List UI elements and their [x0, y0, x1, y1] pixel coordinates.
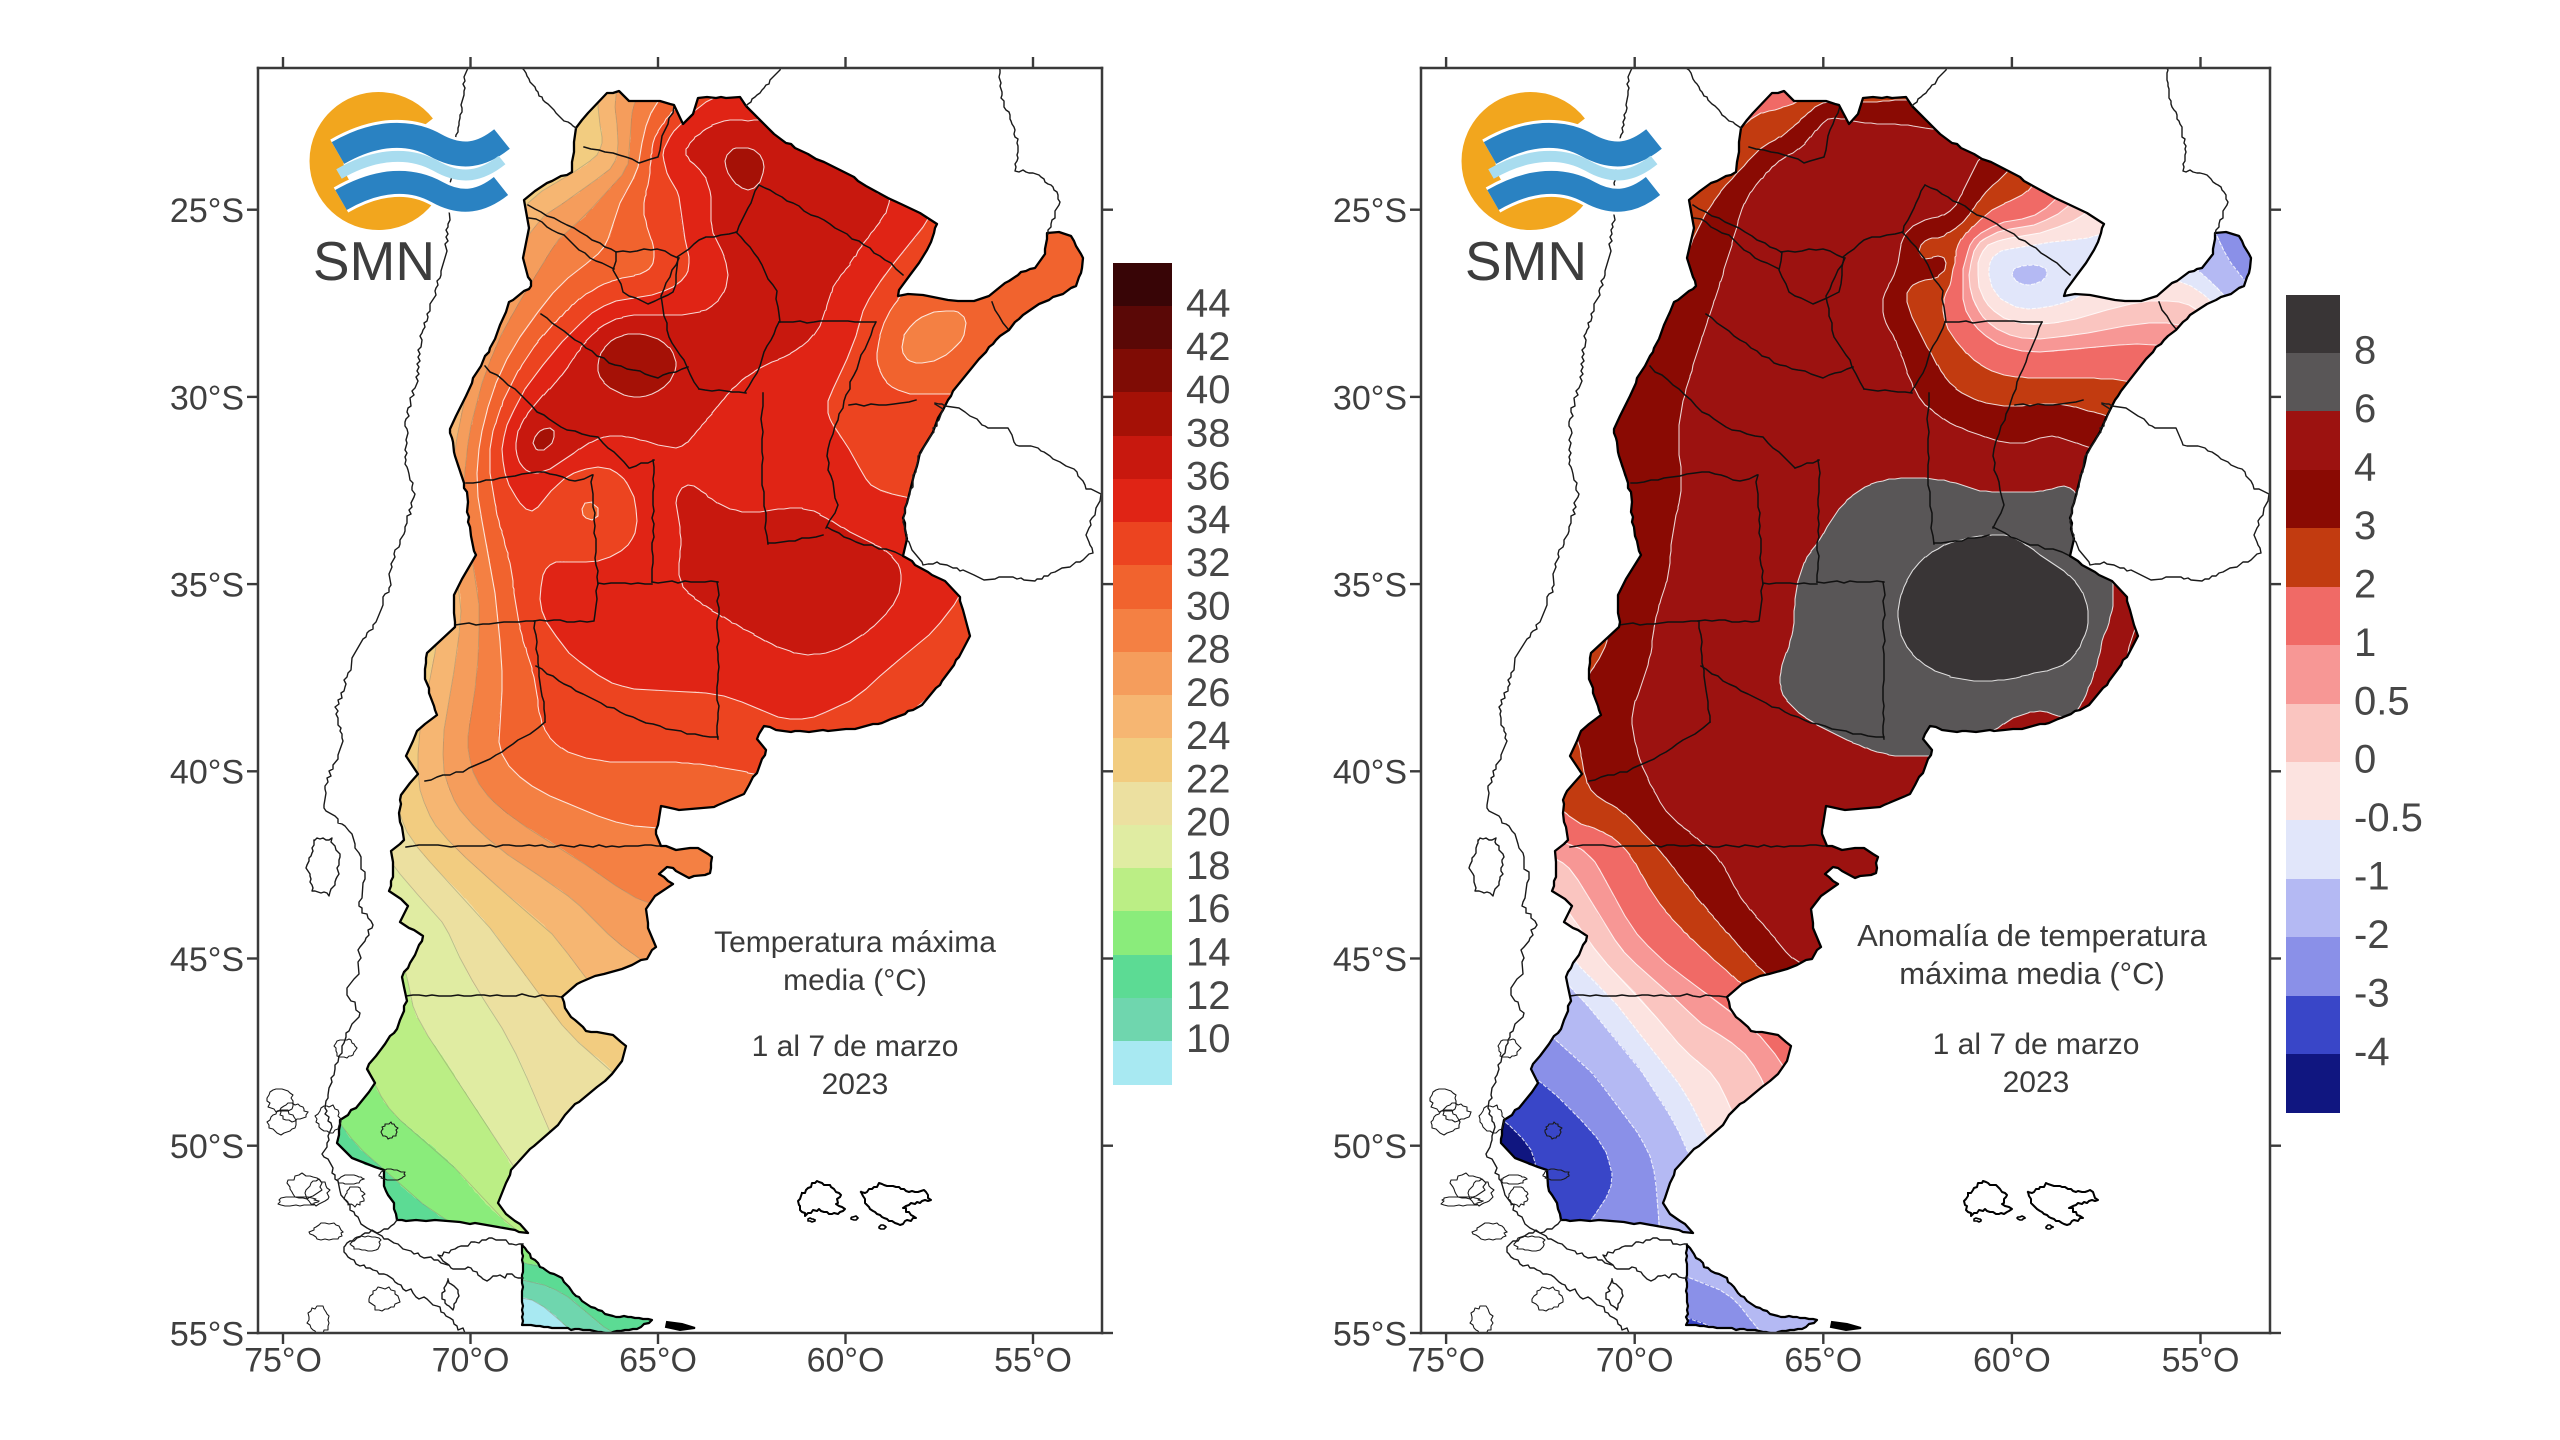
svg-text:-0.5: -0.5 — [2354, 796, 2423, 840]
svg-text:18: 18 — [1186, 844, 1231, 888]
svg-text:6: 6 — [2354, 387, 2376, 431]
svg-text:máxima media (°C): máxima media (°C) — [1899, 956, 2165, 991]
svg-text:24: 24 — [1186, 714, 1231, 758]
svg-text:38: 38 — [1186, 411, 1231, 455]
svg-text:20: 20 — [1186, 801, 1231, 845]
svg-text:55°S: 55°S — [1333, 1315, 1407, 1353]
svg-text:8: 8 — [2354, 329, 2376, 373]
svg-text:1 al 7 de marzo: 1 al 7 de marzo — [752, 1030, 959, 1063]
svg-text:16: 16 — [1186, 887, 1231, 931]
svg-text:35°S: 35°S — [1333, 567, 1407, 605]
svg-text:70°O: 70°O — [1596, 1342, 1674, 1380]
svg-text:70°O: 70°O — [432, 1342, 510, 1380]
svg-text:28: 28 — [1186, 628, 1231, 672]
svg-text:1 al 7 de marzo: 1 al 7 de marzo — [1933, 1028, 2140, 1061]
svg-text:14: 14 — [1186, 931, 1231, 975]
svg-text:1: 1 — [2354, 621, 2376, 665]
svg-text:60°O: 60°O — [1973, 1342, 2051, 1380]
svg-text:0.5: 0.5 — [2354, 679, 2410, 723]
svg-text:32: 32 — [1186, 541, 1231, 585]
svg-text:25°S: 25°S — [1333, 192, 1407, 230]
svg-text:34: 34 — [1186, 498, 1231, 542]
svg-text:30°S: 30°S — [1333, 379, 1407, 417]
svg-text:35°S: 35°S — [170, 567, 244, 605]
svg-text:-1: -1 — [2354, 855, 2390, 899]
svg-text:45°S: 45°S — [170, 941, 244, 979]
svg-text:50°S: 50°S — [1333, 1128, 1407, 1166]
svg-text:4: 4 — [2354, 446, 2376, 490]
svg-text:2023: 2023 — [822, 1068, 889, 1101]
svg-text:Temperatura máxima: Temperatura máxima — [714, 926, 996, 959]
svg-text:-4: -4 — [2354, 1030, 2390, 1074]
svg-text:40°S: 40°S — [170, 754, 244, 792]
svg-text:30°S: 30°S — [170, 379, 244, 417]
svg-text:75°O: 75°O — [1407, 1342, 1485, 1380]
svg-text:45°S: 45°S — [1333, 941, 1407, 979]
svg-text:30: 30 — [1186, 584, 1231, 628]
svg-text:65°O: 65°O — [1784, 1342, 1862, 1380]
svg-text:25°S: 25°S — [170, 192, 244, 230]
svg-text:75°O: 75°O — [244, 1342, 322, 1380]
svg-text:SMN: SMN — [1465, 230, 1587, 292]
svg-text:42: 42 — [1186, 325, 1231, 369]
svg-text:60°O: 60°O — [807, 1342, 885, 1380]
svg-text:26: 26 — [1186, 671, 1231, 715]
svg-text:Anomalía de temperatura: Anomalía de temperatura — [1857, 918, 2208, 953]
svg-text:55°S: 55°S — [170, 1315, 244, 1353]
svg-text:55°O: 55°O — [994, 1342, 1072, 1380]
svg-text:50°S: 50°S — [170, 1128, 244, 1166]
svg-text:40: 40 — [1186, 368, 1231, 412]
svg-text:22: 22 — [1186, 758, 1231, 802]
svg-text:44: 44 — [1186, 282, 1231, 326]
svg-text:10: 10 — [1186, 1017, 1231, 1061]
svg-text:55°O: 55°O — [2162, 1342, 2240, 1380]
svg-text:36: 36 — [1186, 455, 1231, 499]
svg-text:SMN: SMN — [313, 230, 435, 292]
svg-text:2023: 2023 — [2003, 1066, 2070, 1099]
svg-text:12: 12 — [1186, 974, 1231, 1018]
svg-text:65°O: 65°O — [619, 1342, 697, 1380]
svg-text:3: 3 — [2354, 504, 2376, 548]
svg-text:40°S: 40°S — [1333, 754, 1407, 792]
svg-text:-3: -3 — [2354, 971, 2390, 1015]
svg-text:0: 0 — [2354, 738, 2376, 782]
svg-text:-2: -2 — [2354, 913, 2390, 957]
svg-text:2: 2 — [2354, 562, 2376, 606]
svg-text:media (°C): media (°C) — [783, 964, 927, 997]
